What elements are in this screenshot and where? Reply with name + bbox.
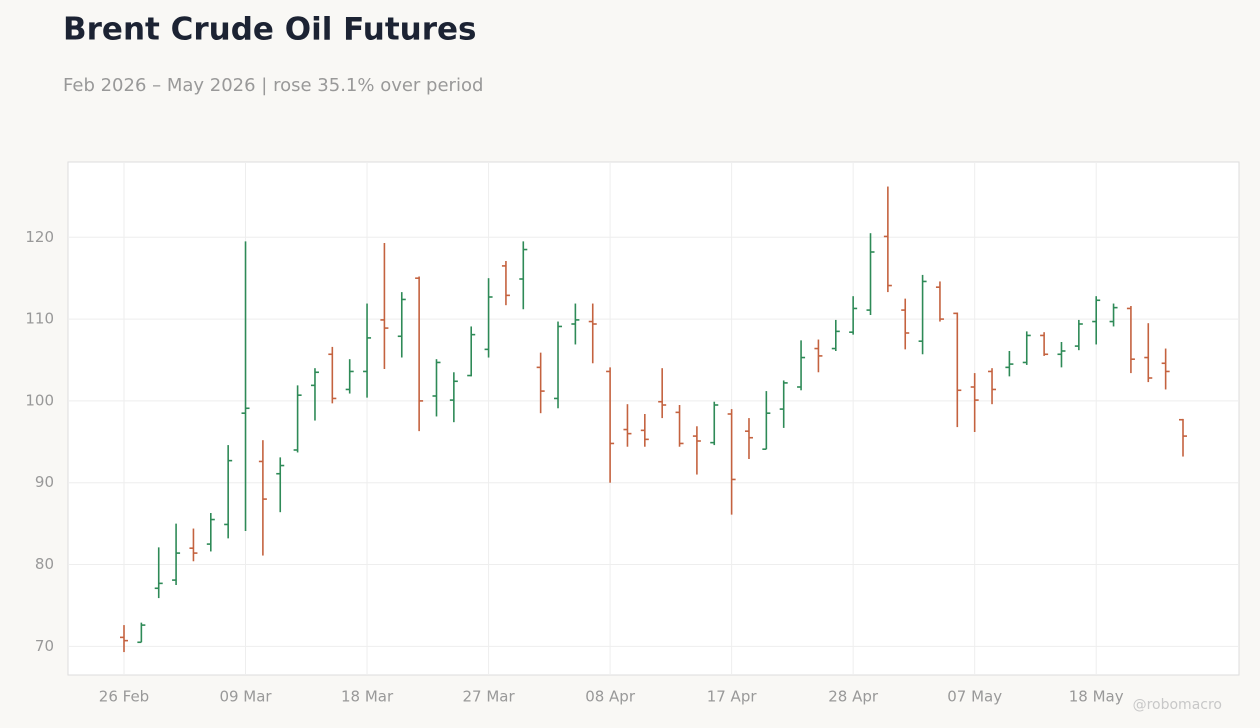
chart-title: Brent Crude Oil Futures — [63, 12, 477, 48]
y-tick-label: 110 — [25, 310, 54, 328]
y-tick-label: 70 — [35, 637, 54, 655]
plot-area — [67, 161, 1240, 676]
y-tick-label: 80 — [35, 555, 54, 573]
x-tick-label: 27 Mar — [462, 688, 515, 706]
y-tick-label: 90 — [35, 473, 54, 491]
chart-subtitle: Feb 2026 – May 2026 | rose 35.1% over pe… — [63, 75, 483, 96]
x-tick-label: 18 May — [1069, 688, 1124, 706]
x-tick-label: 08 Apr — [585, 688, 636, 706]
x-tick-label: 26 Feb — [99, 688, 149, 706]
x-tick-label: 17 Apr — [707, 688, 758, 706]
y-tick-label: 100 — [25, 391, 54, 409]
x-tick-label: 18 Mar — [341, 688, 394, 706]
watermark: @robomacro — [1133, 697, 1222, 713]
x-tick-label: 28 Apr — [828, 688, 879, 706]
x-tick-label: 09 Mar — [219, 688, 272, 706]
x-tick-label: 07 May — [947, 688, 1002, 706]
y-tick-label: 120 — [25, 228, 54, 246]
